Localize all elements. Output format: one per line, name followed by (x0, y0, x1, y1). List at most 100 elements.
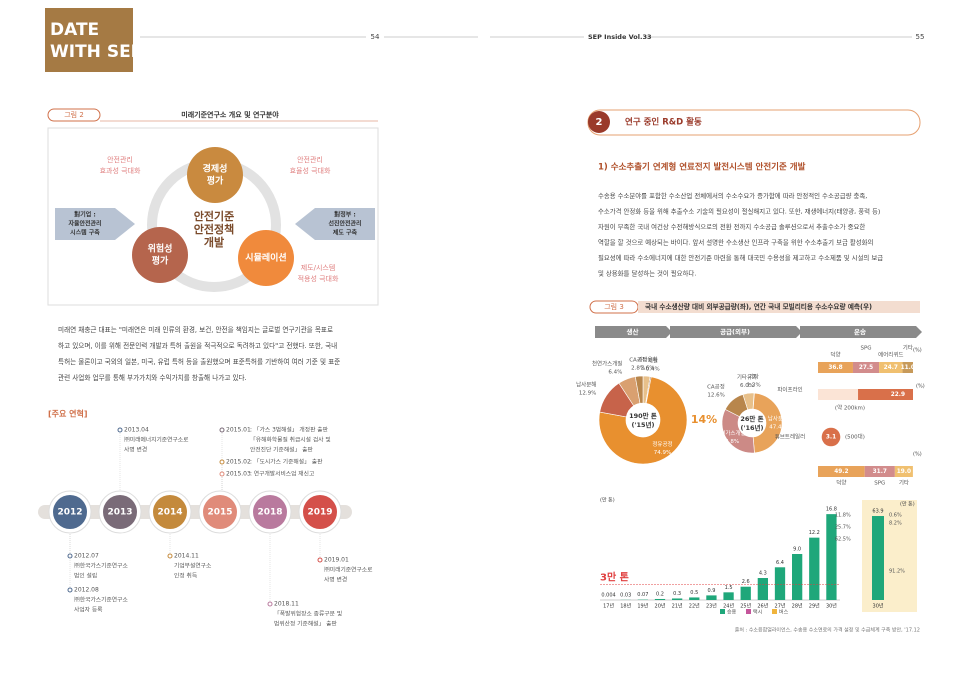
text: 튜브트레일러 (775, 433, 805, 441)
event-dot (167, 553, 173, 559)
paragraph-line: 하고 있으며, 이를 위해 전문인력 개발과 특허 출원을 적극적으로 독려하고… (58, 341, 337, 350)
header-band (800, 326, 922, 338)
text: 27.5 (859, 365, 873, 371)
event-text: 법인 설립 (74, 572, 97, 580)
slice-name: 천연가스개질 (592, 359, 622, 367)
text: 위험성 (148, 243, 173, 255)
text: 2 (596, 117, 603, 128)
year-ball (253, 495, 287, 529)
text: (만 톤) (600, 497, 615, 504)
page-number: 55 (916, 33, 925, 41)
center-text: 안전정책 (194, 222, 234, 236)
paragraph-line: 및 상용화를 달성하는 것이 필요하다. (598, 269, 696, 278)
brand-box (45, 8, 133, 72)
text: 24년 (723, 603, 734, 610)
node (238, 230, 294, 286)
text: 24.7 (884, 365, 898, 371)
event-date: 2015.01 (226, 427, 251, 434)
goal: 효율성 극대화 (290, 166, 331, 175)
text: 9.0 (793, 547, 801, 553)
text: (%) (913, 452, 922, 458)
text: 23년 (706, 603, 717, 610)
text: 0.004 (601, 592, 615, 598)
bar (872, 516, 884, 600)
event-date: 2018.11 (274, 601, 299, 608)
bar (740, 586, 751, 600)
goal: 안전관리 (297, 155, 323, 164)
text: 공급(외부) (720, 327, 750, 336)
text: 파이프라인 (777, 386, 802, 394)
text: 평가 (207, 175, 224, 187)
year: 2015 (207, 508, 232, 518)
slice-name: 납사분해 (576, 380, 596, 388)
event-date: 2014.11 (174, 553, 199, 560)
event-text: ㈜한국가스기준연구소 (74, 562, 128, 570)
text: 對기업 : (74, 211, 96, 219)
text: 對정부 : (334, 211, 356, 219)
slice-name: 납사분해 (768, 415, 788, 423)
node (187, 147, 243, 203)
event-text: 「유해화학물질 취급시설 검사 및 (250, 436, 331, 444)
source: 출처 : 수소융합얼라이언스, 수송용 수소연료의 가격 설정 및 수급체계 구… (735, 627, 920, 634)
section-badge (588, 111, 610, 133)
figure-title: 미래기준연구소 개요 및 연구분야 (181, 110, 279, 119)
slice-name: 정유공정 (652, 441, 672, 448)
text: 기타 (899, 479, 909, 487)
text: SPG (874, 481, 885, 487)
goal: 제도/시스템 (301, 264, 336, 272)
text: SPG (860, 346, 871, 352)
event-date: 2015.03 (226, 471, 251, 478)
text: 26년 (757, 603, 768, 610)
event-date: 2012.07 (74, 553, 99, 560)
reference-label: 3만 톤 (600, 571, 629, 584)
text: 17년 (603, 603, 614, 610)
text: 29년 (809, 603, 820, 610)
center-text: 개발 (204, 235, 224, 249)
text: 26만 톤 (740, 414, 763, 423)
center-text: 안전기준 (194, 209, 234, 223)
text: 21년 (672, 603, 683, 610)
text: 0.5 (690, 590, 698, 596)
year-ball (153, 495, 187, 529)
slice-name: 기타 (749, 373, 759, 381)
text: 생산 (627, 327, 639, 336)
text: 에어리퀴드 (878, 351, 903, 359)
event-date: 2015.02 (226, 459, 251, 466)
text: 덕양 (836, 479, 846, 487)
paragraph-line: 자원이 부족한 국내 여건상 수전해방식으로의 전환 전까지 수소공급 솔루션으… (598, 222, 865, 231)
event-dot (317, 557, 323, 563)
slice-name: 기타유화 (637, 356, 657, 364)
page-number: 54 (371, 33, 380, 41)
event-text: ㈜미래에너지기준연구소로 (124, 436, 189, 444)
event-text: 사명 변경 (124, 446, 147, 454)
slice-value: 2.8% (631, 366, 645, 372)
text: 91.2% (889, 569, 905, 575)
text: 18년 (620, 603, 631, 610)
text: 4.3 (759, 571, 767, 577)
legend-label: 승용 (727, 609, 737, 616)
bar (654, 598, 666, 600)
text: 선진안전관리 (328, 220, 361, 228)
event-text: 사명 변경 (324, 576, 347, 584)
text: 시뮬레이션 (245, 252, 286, 264)
slice-value: 0.4% (646, 366, 660, 372)
text: 0.3 (673, 591, 681, 597)
event-dot (67, 587, 73, 593)
brand: WITH SEP (50, 42, 143, 62)
slice-value: 33.8% (722, 439, 739, 445)
text: 평가 (152, 255, 169, 267)
section-box (587, 109, 921, 136)
magazine-title: SEP Inside Vol.33 (588, 33, 652, 41)
slice-value: 74.9% (654, 450, 671, 456)
legend-swatch (720, 609, 725, 614)
bar (689, 597, 700, 600)
slice-value: 1.3% (747, 383, 761, 389)
event-dot (219, 459, 225, 465)
slice-name: 천연가스개질 (715, 429, 745, 437)
year-ball (203, 495, 237, 529)
text: (%) (913, 348, 922, 354)
text: 0.03 (620, 592, 631, 598)
text: 8.2% (889, 521, 902, 527)
pipe-bar (858, 389, 913, 400)
text: 운송 (854, 327, 866, 336)
